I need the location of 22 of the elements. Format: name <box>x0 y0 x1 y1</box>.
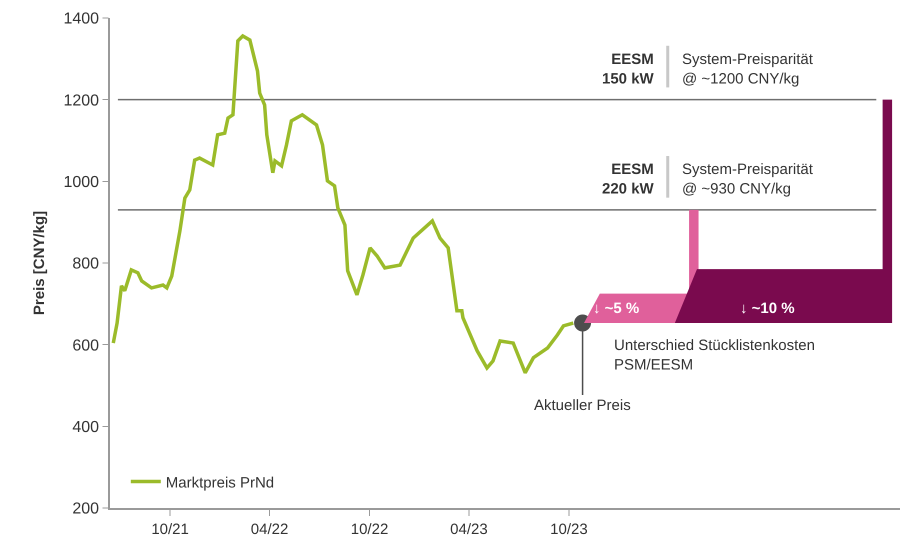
annotation: Unterschied Stücklistenkosten PSM/EESM <box>614 337 815 374</box>
ref-line-label: EESM 150 kW <box>602 51 655 88</box>
y-tick-label: 200 <box>72 500 100 518</box>
y-axis-title: Preis [CNY/kg] <box>31 210 48 316</box>
annotation: System-Preisparität @ ~930 CNY/kg <box>682 161 814 198</box>
y-tick-label: 1200 <box>63 92 100 110</box>
x-tick-label: 04/22 <box>250 520 288 538</box>
x-tick-label: 10/23 <box>550 520 588 538</box>
y-tick-label: 600 <box>72 337 100 354</box>
y-tick-label: 400 <box>72 418 100 436</box>
x-tick-label: 10/21 <box>151 520 189 538</box>
annotation: ↓ ~10 % <box>740 300 795 317</box>
ref-line-label: EESM 220 kW <box>602 161 655 198</box>
x-tick-label: 10/22 <box>350 520 388 538</box>
legend-label: Marktpreis PrNd <box>166 474 274 492</box>
annotation: Aktueller Preis <box>534 397 631 414</box>
annotation: System-Preisparität @ ~1200 CNY/kg <box>682 51 814 88</box>
y-tick-label: 1400 <box>63 10 100 28</box>
y-tick-label: 1000 <box>63 174 100 191</box>
x-tick-label: 04/23 <box>450 520 488 538</box>
annotation: ↓ ~5 % <box>593 300 640 317</box>
y-tick-label: 800 <box>72 256 100 273</box>
